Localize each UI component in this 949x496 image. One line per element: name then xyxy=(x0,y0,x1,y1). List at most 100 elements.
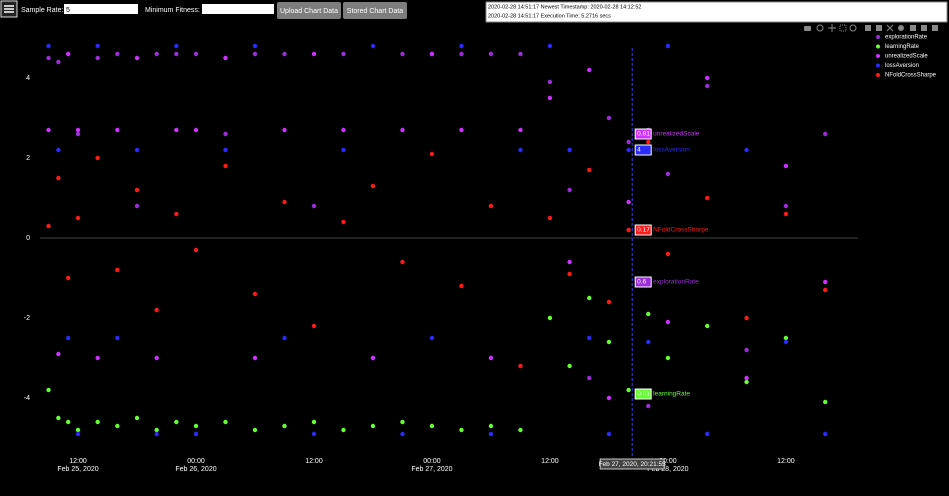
point xyxy=(744,379,749,385)
point xyxy=(705,323,710,329)
point xyxy=(154,427,159,433)
point xyxy=(311,51,317,57)
point xyxy=(518,51,523,57)
legend-marker xyxy=(876,54,880,58)
point xyxy=(115,267,120,273)
point xyxy=(783,335,789,341)
point xyxy=(459,427,464,433)
camera-icon[interactable] xyxy=(804,26,811,31)
point xyxy=(46,55,51,61)
legend-label: unrealizedScale xyxy=(885,54,928,60)
modebar xyxy=(804,24,938,32)
point xyxy=(606,115,612,121)
zoom-out-icon[interactable] xyxy=(876,25,882,31)
hover-value-box xyxy=(634,388,652,400)
point xyxy=(95,419,100,425)
point xyxy=(744,375,749,381)
upload-button-label: Upload Chart Data xyxy=(280,8,338,15)
point xyxy=(95,355,100,361)
point xyxy=(744,347,749,353)
info-box xyxy=(485,1,948,23)
point xyxy=(341,427,346,433)
point xyxy=(646,339,651,345)
point xyxy=(429,423,435,429)
point xyxy=(252,43,258,49)
spike-icon[interactable] xyxy=(910,25,916,31)
point xyxy=(75,431,81,437)
point xyxy=(587,167,592,173)
point xyxy=(282,199,287,205)
min-fitness-input[interactable] xyxy=(202,4,274,14)
hover-value-box xyxy=(634,276,652,288)
hover-icon[interactable] xyxy=(921,25,927,31)
point xyxy=(488,423,494,429)
point xyxy=(75,127,81,133)
point xyxy=(488,203,494,209)
point xyxy=(567,187,572,193)
autoscale-icon[interactable] xyxy=(886,24,894,32)
point xyxy=(193,127,199,133)
upload-button[interactable] xyxy=(277,2,341,19)
point xyxy=(75,215,81,221)
point xyxy=(626,227,631,233)
point xyxy=(823,431,828,437)
pan-icon[interactable] xyxy=(828,24,836,32)
point xyxy=(311,419,317,425)
point xyxy=(547,215,553,221)
point xyxy=(459,43,464,49)
point xyxy=(429,335,435,341)
point xyxy=(705,83,710,89)
compare-icon[interactable] xyxy=(932,25,938,31)
point xyxy=(154,51,159,57)
point xyxy=(400,127,405,133)
point xyxy=(665,251,671,257)
point xyxy=(567,147,572,153)
point xyxy=(547,95,553,101)
info-line: 2020-02-28 14:51:17 Newest Timestamp: 20… xyxy=(488,4,642,10)
point xyxy=(518,147,523,153)
point xyxy=(174,211,179,217)
point xyxy=(193,247,199,253)
point xyxy=(154,431,159,437)
hover-name: learningRate xyxy=(653,391,690,398)
point xyxy=(547,79,553,85)
point xyxy=(626,199,631,205)
point xyxy=(311,431,317,437)
select-icon[interactable] xyxy=(839,24,847,32)
point xyxy=(223,419,228,425)
point xyxy=(282,51,287,57)
point xyxy=(626,387,631,393)
point xyxy=(282,127,287,133)
point xyxy=(56,175,61,181)
point xyxy=(95,155,100,161)
zoom-in-icon[interactable] xyxy=(865,25,871,31)
point xyxy=(115,127,120,133)
hover-value: 0.6 xyxy=(637,279,646,286)
legend-marker xyxy=(876,44,880,49)
point xyxy=(223,147,228,153)
point xyxy=(115,423,120,429)
hover-name: explorationRate xyxy=(653,279,699,286)
point xyxy=(705,195,710,201)
zoom-icon[interactable] xyxy=(816,24,824,32)
min-fitness-label: Minimum Fitness: xyxy=(145,7,200,14)
point xyxy=(174,127,179,133)
point xyxy=(783,339,789,345)
stored-button[interactable] xyxy=(343,2,407,19)
info-line: 2020-02-28 14:51:17 Execution Time: 5.27… xyxy=(488,13,611,19)
point xyxy=(370,355,376,361)
point xyxy=(223,131,228,137)
point xyxy=(587,375,592,381)
y-tick-label: 4 xyxy=(26,75,30,82)
point xyxy=(311,203,317,209)
hover-name: unrealizedScale xyxy=(653,131,700,138)
point xyxy=(252,355,258,361)
sample-rate-input[interactable] xyxy=(64,4,138,14)
reset-icon[interactable] xyxy=(898,25,904,31)
point xyxy=(459,283,464,289)
legend-marker xyxy=(876,73,880,77)
point xyxy=(95,43,100,49)
lasso-icon[interactable] xyxy=(849,24,857,32)
